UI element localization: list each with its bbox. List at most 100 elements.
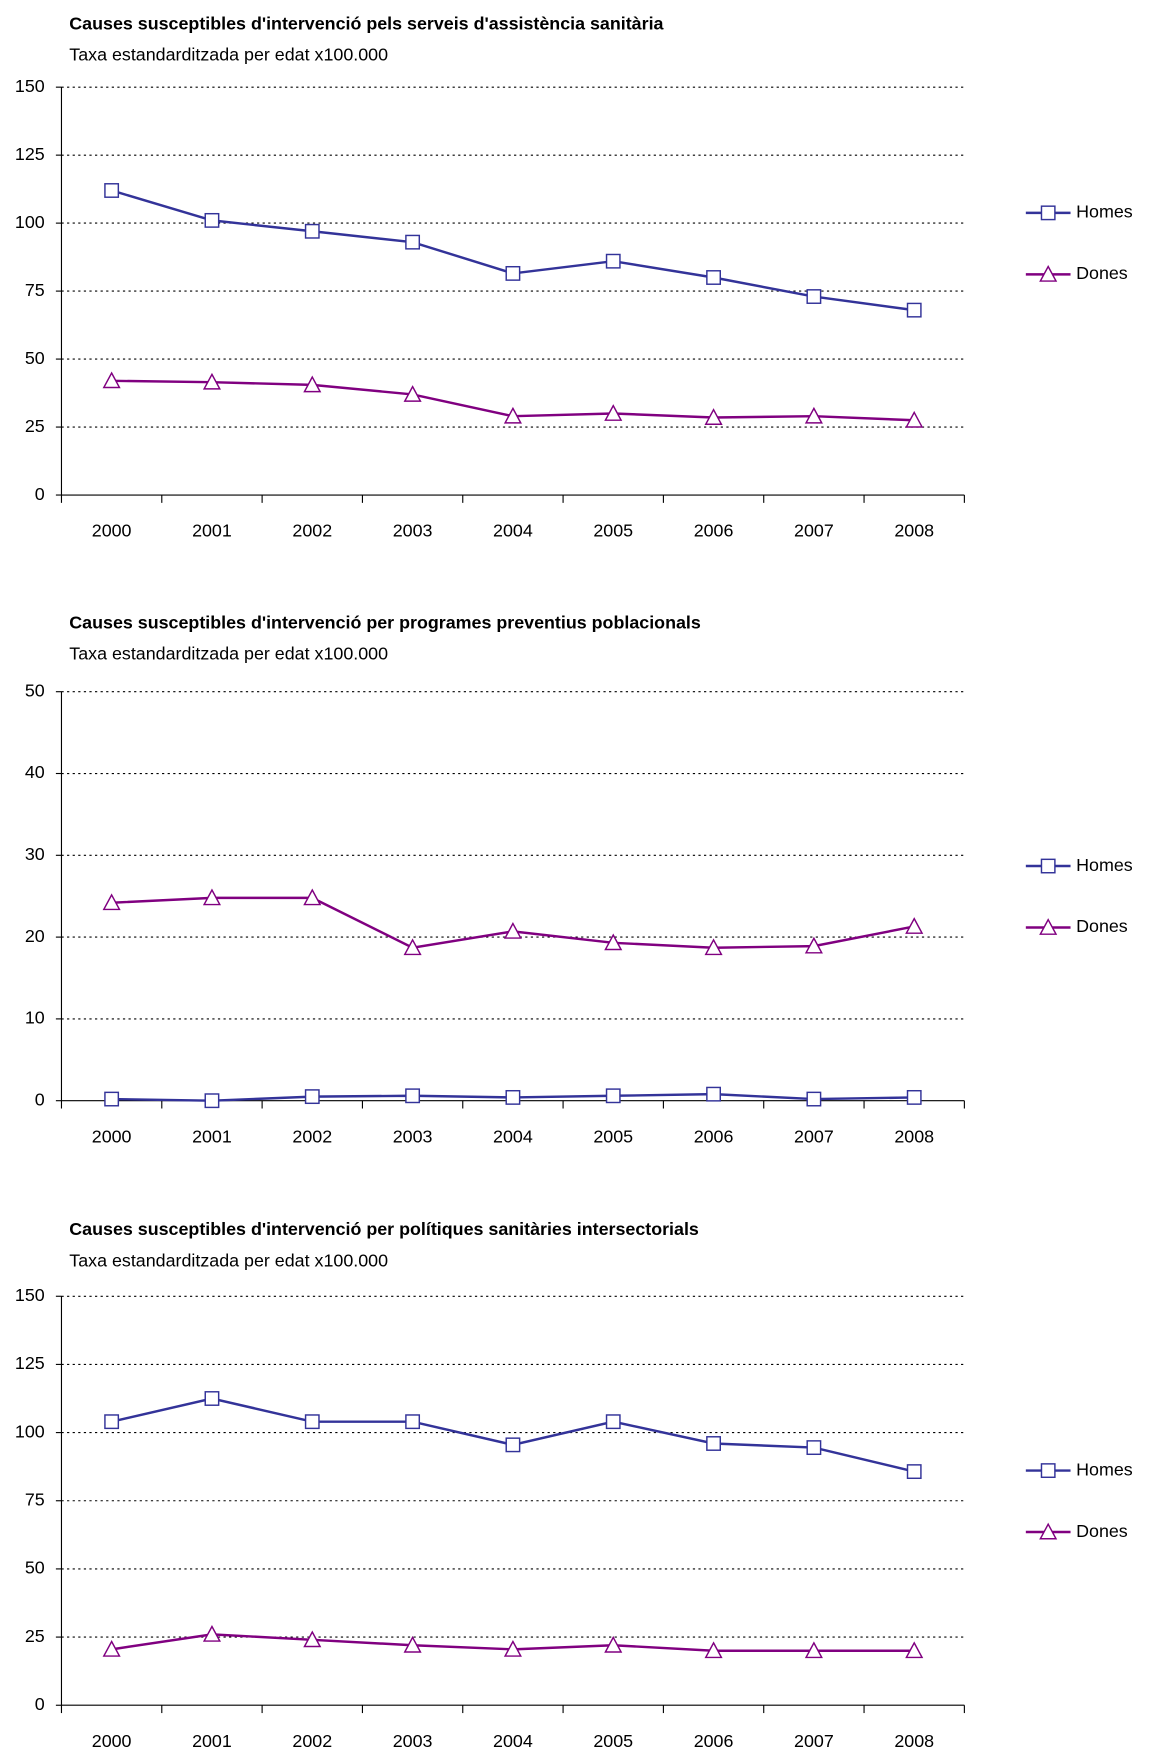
y-tick-label: 20 [25,926,45,946]
marker [505,1089,521,1105]
x-tick-label: 2004 [493,521,533,541]
chart-subtitle: Taxa estandarditzada per edat x100.000 [69,1250,388,1270]
marker [905,917,924,934]
marker [605,1414,621,1430]
x-tick-label: 2005 [593,521,633,541]
y-tick-label: 150 [15,76,45,96]
y-tick-label: 0 [35,484,45,504]
x-tick-label: 2000 [92,1126,132,1146]
x-tick-label: 2008 [894,1731,934,1751]
x-tick-label: 2007 [794,1731,834,1751]
y-tick-label: 125 [15,1353,45,1373]
x-tick-label: 2003 [393,1731,433,1751]
y-tick-label: 25 [25,416,45,436]
marker [905,1641,924,1659]
marker [405,1088,421,1104]
marker [704,408,723,425]
y-tick-label: 75 [25,280,45,300]
x-tick-label: 2007 [794,1126,834,1146]
marker [604,1635,623,1653]
marker [806,1440,822,1456]
marker [706,270,721,285]
marker [405,1414,421,1430]
chart-subtitle: Taxa estandarditzada per edat x100.000 [69,45,388,65]
marker [503,1639,522,1657]
marker [202,372,221,390]
y-tick-label: 50 [25,680,45,700]
marker [102,893,121,911]
y-tick-label: 50 [25,348,45,368]
legend-label: Dones [1076,263,1128,283]
x-tick-label: 2002 [292,521,332,541]
marker [202,1624,221,1642]
x-tick-label: 2006 [694,1126,734,1146]
marker [906,1089,922,1105]
legend-label: Dones [1076,916,1128,936]
chart-subtitle: Taxa estandarditzada per edat x100.000 [69,644,388,664]
marker [303,888,322,906]
x-tick-label: 2003 [393,521,433,541]
marker [804,406,823,424]
x-tick-label: 2004 [493,1126,533,1146]
marker [503,922,522,939]
y-tick-label: 100 [15,212,45,232]
y-tick-label: 75 [25,1489,45,1509]
x-tick-label: 2001 [192,521,232,541]
y-tick-label: 10 [25,1008,45,1028]
marker [104,1091,120,1107]
x-tick-label: 2000 [92,521,132,541]
marker [403,1635,422,1653]
x-tick-label: 2005 [593,1126,633,1146]
marker [806,1091,822,1107]
marker [102,1639,121,1657]
series-line [111,189,915,312]
legend-marker [1039,264,1058,282]
marker [704,938,723,956]
x-tick-label: 2003 [393,1126,433,1146]
legend-label: Homes [1076,855,1133,875]
x-tick-label: 2004 [493,1731,533,1751]
marker [906,302,922,318]
y-tick-label: 30 [25,844,45,864]
marker [403,938,422,956]
y-tick-label: 50 [25,1558,45,1578]
x-tick-label: 2001 [192,1731,232,1751]
marker [605,253,621,269]
marker [605,1088,621,1104]
x-tick-label: 2002 [292,1731,332,1751]
x-tick-label: 2008 [894,1126,934,1146]
marker [804,1641,823,1659]
marker [804,936,823,954]
x-tick-label: 2000 [92,1731,132,1751]
legend-marker [1040,1463,1056,1479]
legend-marker [1040,858,1056,874]
y-tick-label: 150 [15,1285,45,1305]
chart-title: Causes susceptibles d'intervenció per po… [69,1219,699,1239]
marker [202,888,221,906]
chart-title: Causes susceptibles d'intervenció pels s… [69,13,664,33]
y-tick-label: 0 [35,1694,45,1714]
marker [303,375,322,393]
marker [706,1436,721,1451]
chart-title: Causes susceptibles d'intervenció per pr… [69,612,701,632]
marker [405,234,421,250]
y-tick-label: 125 [15,144,45,164]
legend-marker [1039,1522,1058,1540]
legend-label: Dones [1076,1521,1128,1541]
marker [304,223,320,239]
marker [706,1086,721,1102]
marker [304,1414,320,1430]
y-tick-label: 40 [25,762,45,782]
x-tick-label: 2006 [694,1731,734,1751]
marker [806,289,822,304]
x-tick-label: 2007 [794,521,834,541]
legend-label: Homes [1076,1459,1133,1479]
marker [906,1464,922,1480]
marker [905,410,924,428]
y-tick-label: 25 [25,1626,45,1646]
y-tick-label: 100 [15,1421,45,1441]
marker [304,1089,320,1105]
x-tick-label: 2001 [192,1126,232,1146]
x-tick-label: 2005 [593,1731,633,1751]
